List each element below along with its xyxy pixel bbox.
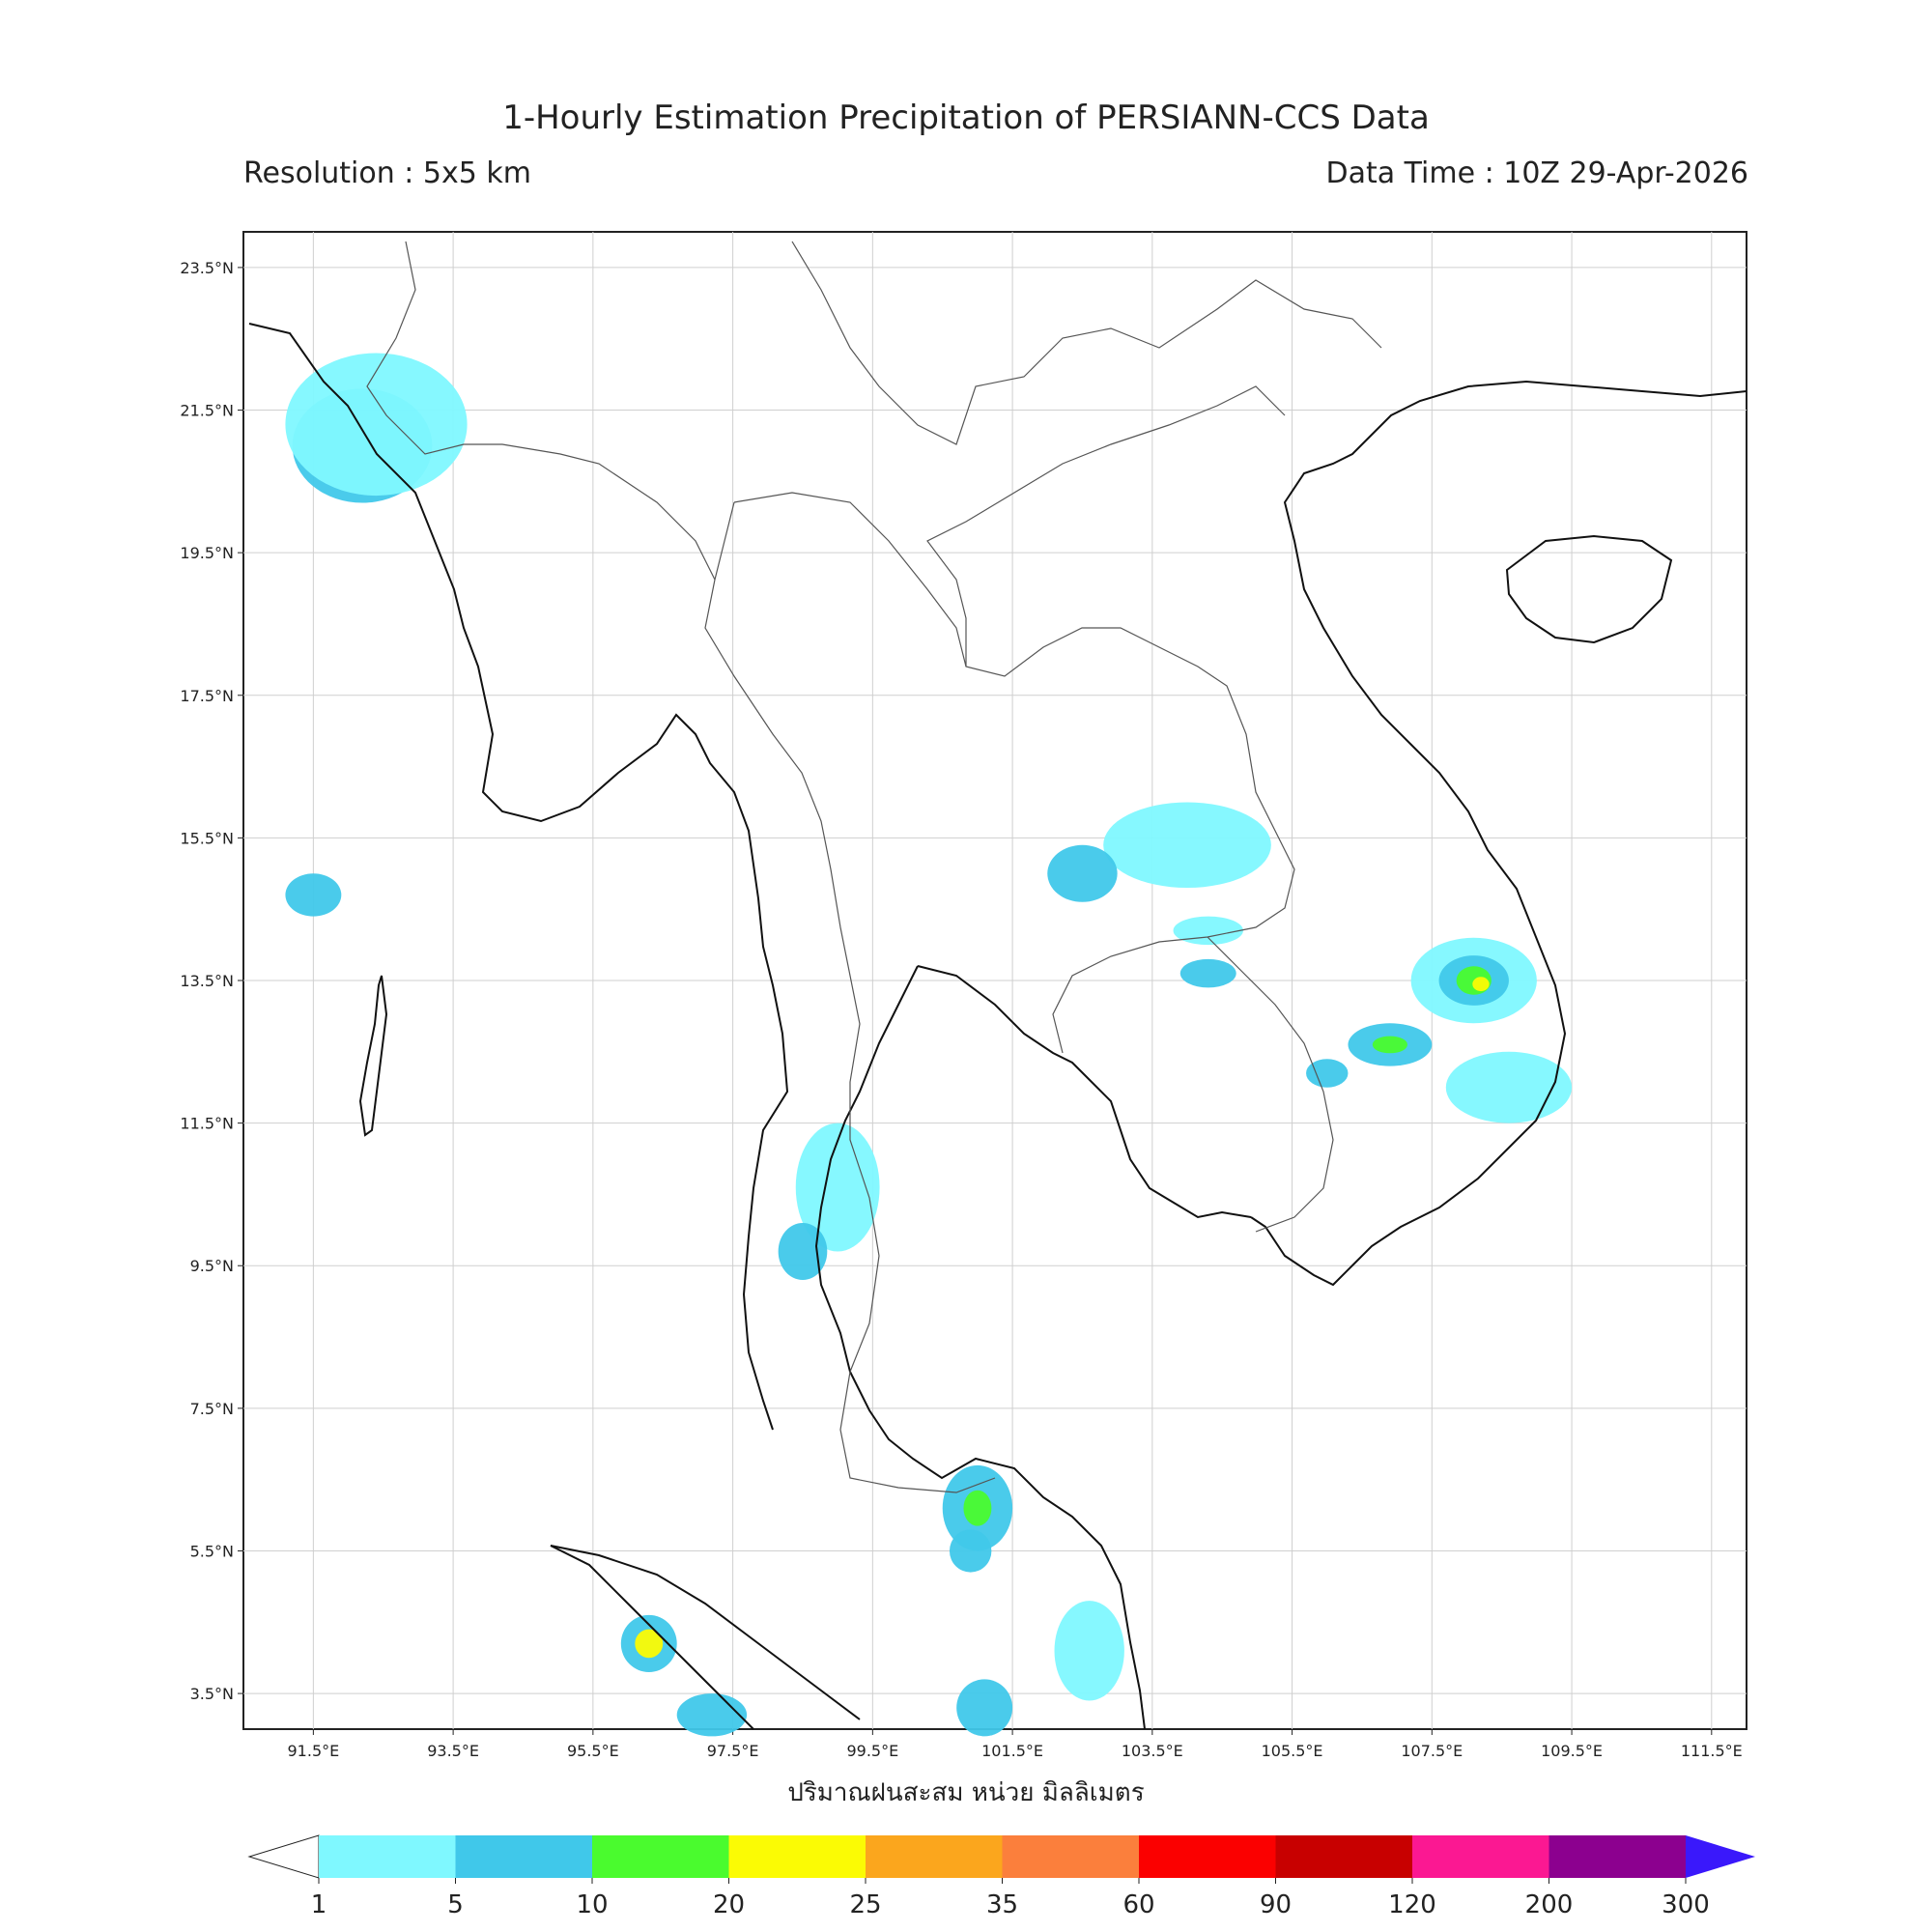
border-thailand [733,492,1295,1054]
rain-cell [1472,977,1490,992]
colorbar-bin [592,1835,729,1878]
coastline-layer [248,323,1747,1730]
rain-cell [1372,1036,1407,1054]
lon-label: 95.5°E [567,1742,619,1760]
rain-cell [1173,916,1243,946]
colorbar-bin [728,1835,866,1878]
rain-cell [285,873,342,917]
border-myanmar-china [366,241,716,581]
colorbar-label: 20 [713,1890,745,1919]
colorbar-bin [1275,1835,1412,1878]
colorbar-under-arrow [247,1834,320,1879]
coastline-sumatra [550,1545,754,1730]
rain-cell [1047,844,1118,902]
lon-label: 97.5°E [707,1742,759,1760]
border-thailand-west [704,501,996,1493]
rain-cell [1054,1601,1124,1701]
lat-label: 3.5°N [190,1685,234,1703]
rain-cell [795,1122,880,1252]
data-time-label: Data Time : 10Z 29-Apr-2026 [1325,156,1748,190]
lon-label: 111.5°E [1681,1742,1743,1760]
map-title: 1-Hourly Estimation Precipitation of PER… [502,99,1430,137]
colorbar-label: 10 [576,1890,608,1919]
border-cambodia [1207,936,1334,1233]
colorbar-bin [1548,1835,1686,1878]
rain-cell [778,1222,828,1280]
border-laos-vietnam [926,385,1286,667]
rain-cell [1179,958,1236,988]
lon-label: 103.5°E [1122,1742,1183,1760]
colorbar-label: 200 [1525,1890,1574,1919]
lon-label: 93.5°E [427,1742,479,1760]
lon-label: 109.5°E [1541,1742,1603,1760]
coastline-indochina [1250,380,1747,1287]
lat-label: 15.5°N [180,829,234,847]
lat-label: 21.5°N [180,402,234,420]
lat-label: 11.5°N [180,1115,234,1133]
colorbar-bin [866,1835,1003,1878]
lon-label: 91.5°E [288,1742,340,1760]
colorbar-label: 60 [1122,1890,1154,1919]
lat-label: 9.5°N [190,1257,234,1275]
lat-label: 17.5°N [180,687,234,705]
rain-cell [1306,1059,1349,1088]
rain-cell [949,1529,992,1573]
lon-label: 99.5°E [846,1742,898,1760]
coastline-hainan [1505,534,1673,644]
rain-cell [1445,1051,1573,1123]
coastline-gulf [917,965,1252,1219]
lon-label: 105.5°E [1262,1742,1323,1760]
coastline-peninsula-east [814,965,1146,1730]
coastline-west [248,323,789,1431]
colorbar: 1 5 10 20 25 35 60 90 120 200 300 [247,1834,1755,1919]
colorbar-bin [455,1835,592,1878]
rain-cell [676,1693,748,1737]
colorbar-label: 120 [1388,1890,1436,1919]
rain-cell [956,1679,1013,1737]
coastline-andaman [358,975,388,1137]
colorbar-bin [1139,1835,1276,1878]
rain-cell [963,1490,992,1526]
colorbar-bin [1002,1835,1139,1878]
lon-label: 101.5°E [981,1742,1043,1760]
coastline-sumatra-east [550,1545,861,1720]
colorbar-over-arrow [1686,1835,1755,1878]
rain-cell [1103,802,1271,889]
colorbar-label: 25 [849,1890,881,1919]
colorbar-label: 1 [311,1890,327,1919]
lat-label: 5.5°N [190,1542,234,1560]
lat-label: 19.5°N [180,544,234,562]
colorbar-bin [319,1835,456,1878]
colorbar-label: 90 [1260,1890,1292,1919]
lon-label: 107.5°E [1401,1742,1463,1760]
border-china-laos [791,241,1382,445]
colorbar-caption: ปริมาณฝนสะสม หน่วย มิลลิเมตร [787,1778,1145,1807]
lat-label: 7.5°N [190,1400,234,1418]
colorbar-bin [1412,1835,1549,1878]
resolution-label: Resolution : 5x5 km [243,156,531,190]
lat-label: 13.5°N [180,972,234,990]
rain-cell [285,353,468,497]
rain-cell [635,1629,664,1659]
colorbar-label: 300 [1662,1890,1710,1919]
colorbar-label: 5 [447,1890,464,1919]
colorbar-label: 35 [986,1890,1018,1919]
lat-label: 23.5°N [180,259,234,277]
border-layer [366,241,1382,1493]
